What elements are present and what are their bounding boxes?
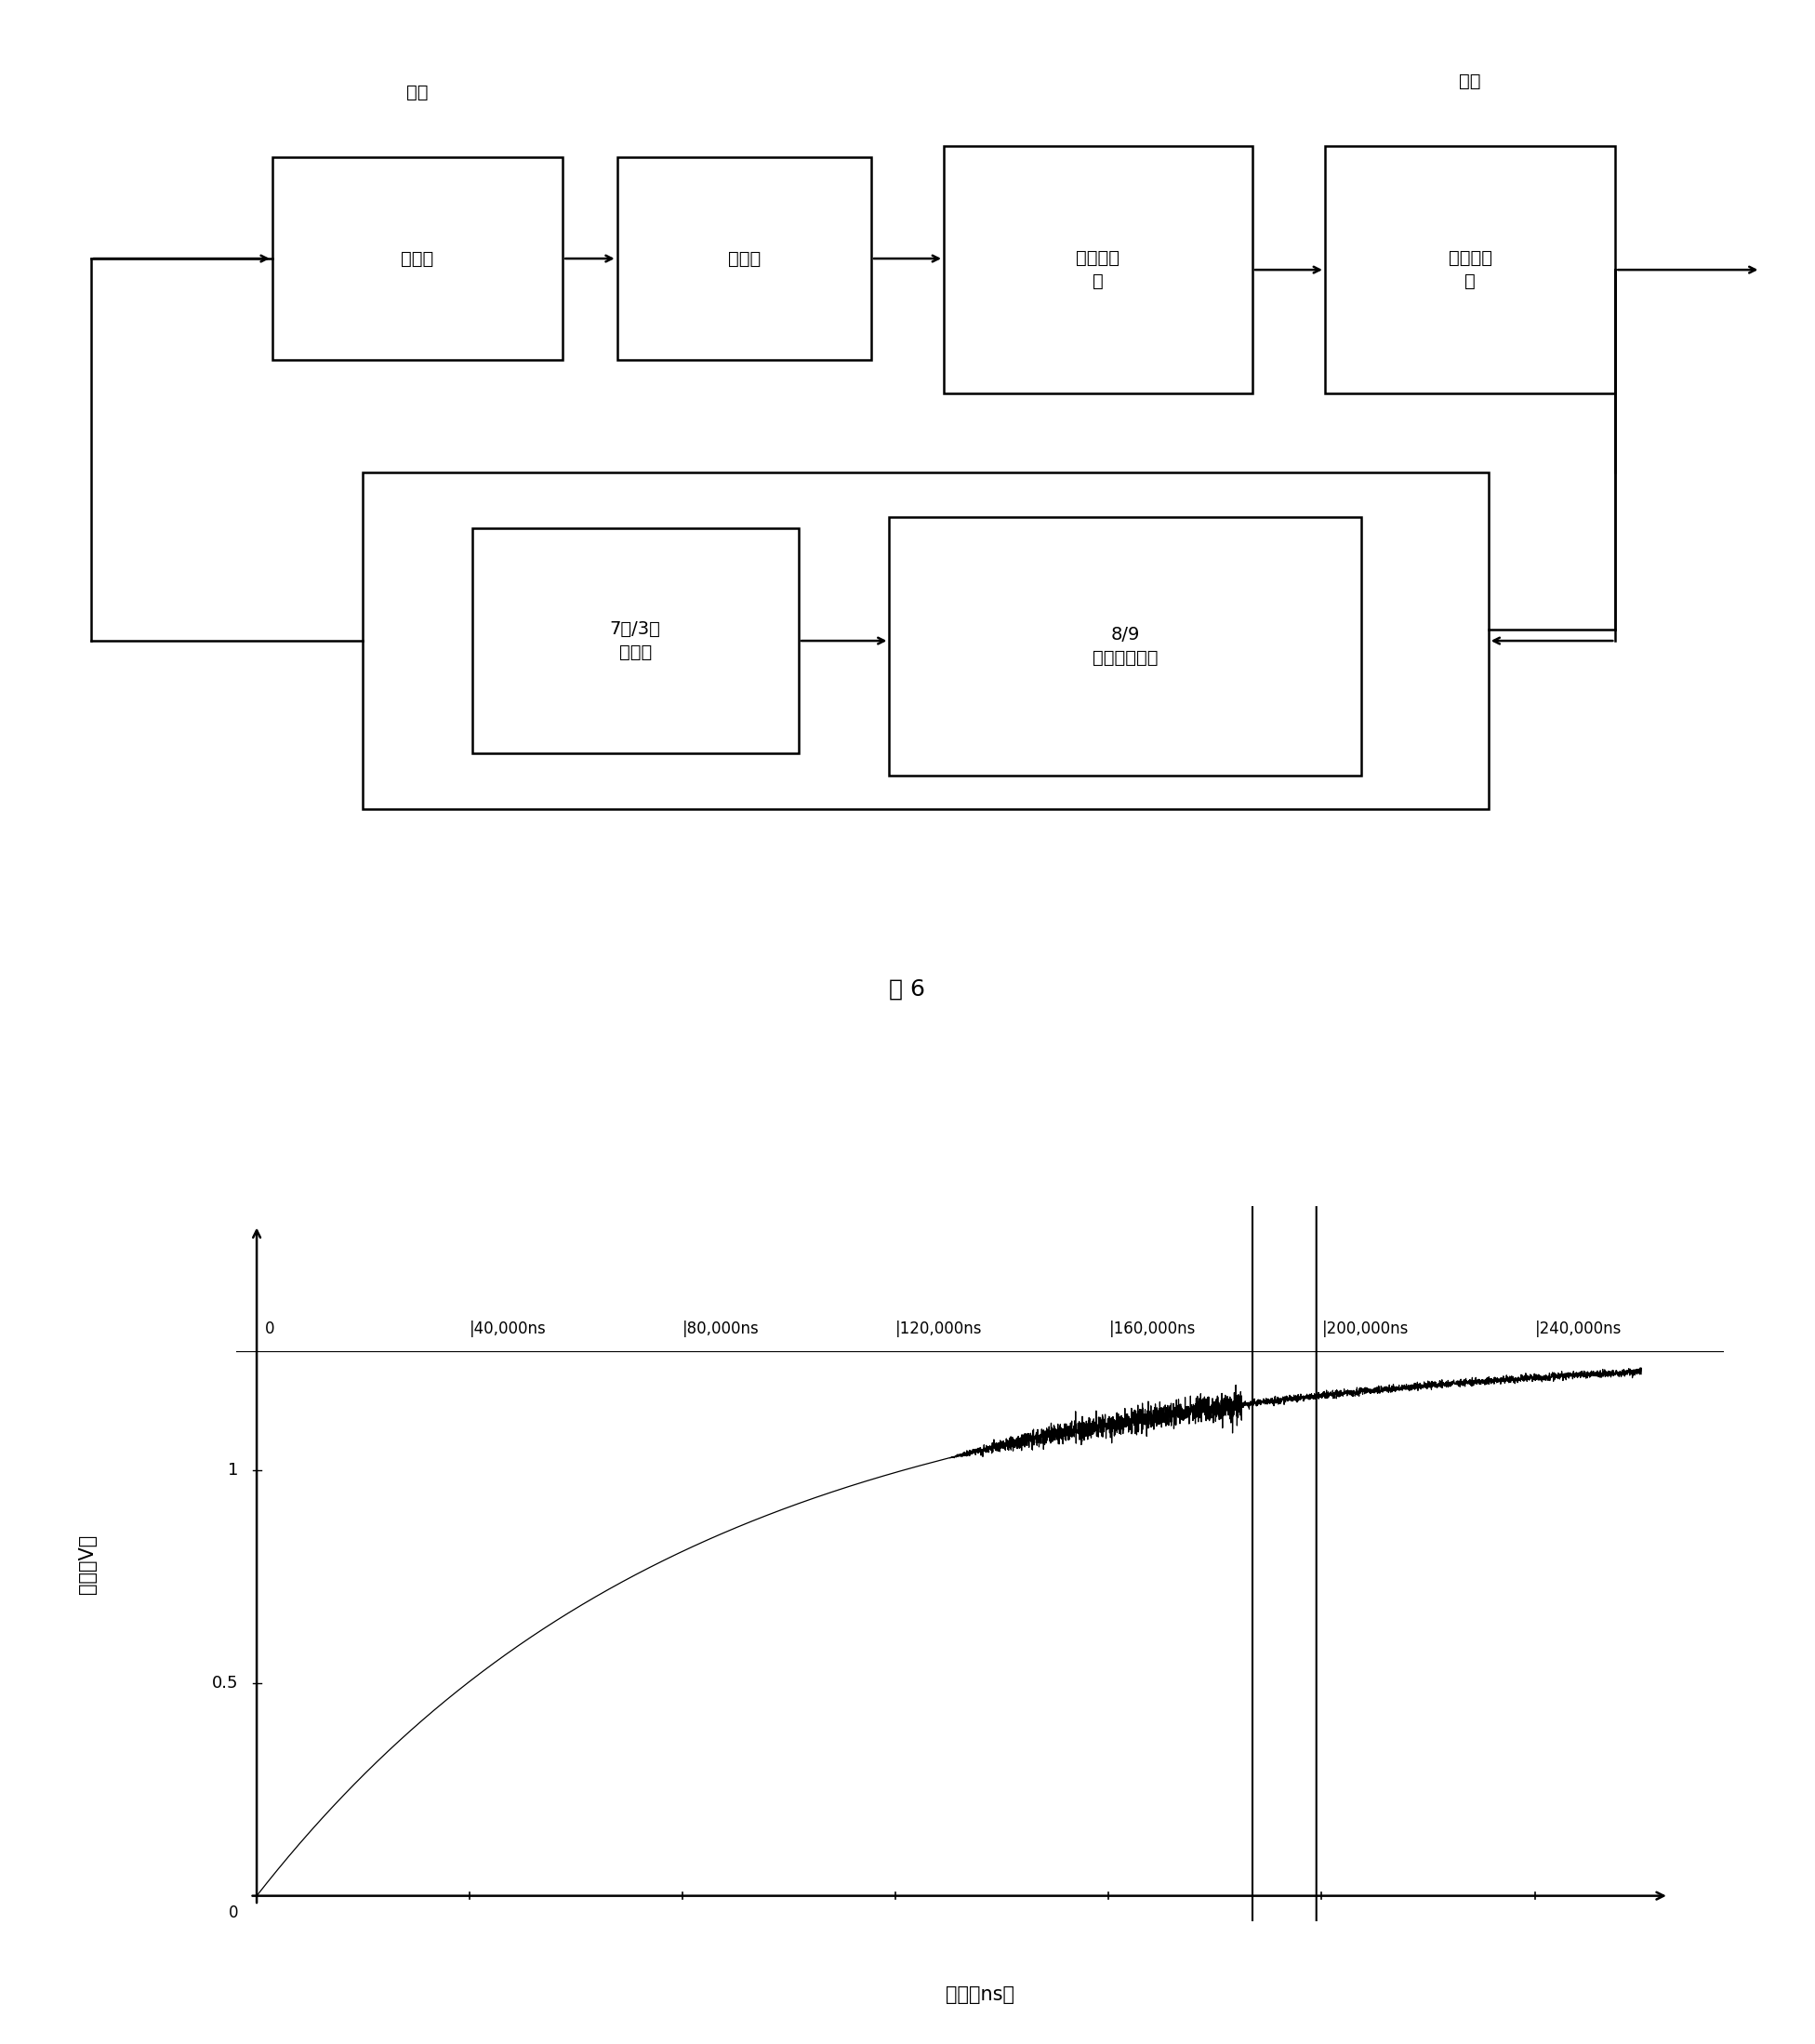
Text: 输入: 输入 xyxy=(407,84,428,100)
Text: |120,000ns: |120,000ns xyxy=(895,1320,982,1337)
FancyBboxPatch shape xyxy=(889,517,1361,777)
Text: 0: 0 xyxy=(265,1320,274,1337)
FancyBboxPatch shape xyxy=(272,157,563,360)
Text: 鉴相器: 鉴相器 xyxy=(401,249,434,268)
FancyBboxPatch shape xyxy=(472,527,799,752)
Text: 8/9
双模预分频器: 8/9 双模预分频器 xyxy=(1093,625,1158,666)
Text: |80,000ns: |80,000ns xyxy=(682,1320,760,1337)
Text: |200,000ns: |200,000ns xyxy=(1321,1320,1408,1337)
Text: |240,000ns: |240,000ns xyxy=(1535,1320,1621,1337)
Text: 电荷泵: 电荷泵 xyxy=(728,249,760,268)
FancyBboxPatch shape xyxy=(617,157,871,360)
FancyBboxPatch shape xyxy=(944,147,1252,392)
Text: 0: 0 xyxy=(229,1905,238,1921)
Text: |40,000ns: |40,000ns xyxy=(470,1320,546,1337)
Text: 0.5: 0.5 xyxy=(212,1674,238,1690)
Text: |160,000ns: |160,000ns xyxy=(1109,1320,1196,1337)
Text: 时间（ns）: 时间（ns） xyxy=(946,1987,1015,2005)
Text: 图 6: 图 6 xyxy=(889,979,926,1000)
Text: 1: 1 xyxy=(227,1461,238,1478)
Text: 压控震荡
器: 压控震荡 器 xyxy=(1448,249,1492,290)
FancyBboxPatch shape xyxy=(1325,147,1615,392)
Text: 输出: 输出 xyxy=(1459,72,1481,90)
Text: 电压（V）: 电压（V） xyxy=(78,1533,96,1594)
Text: 7位/3位
计数器: 7位/3位 计数器 xyxy=(610,619,661,662)
Text: 低通滤波
器: 低通滤波 器 xyxy=(1076,249,1120,290)
